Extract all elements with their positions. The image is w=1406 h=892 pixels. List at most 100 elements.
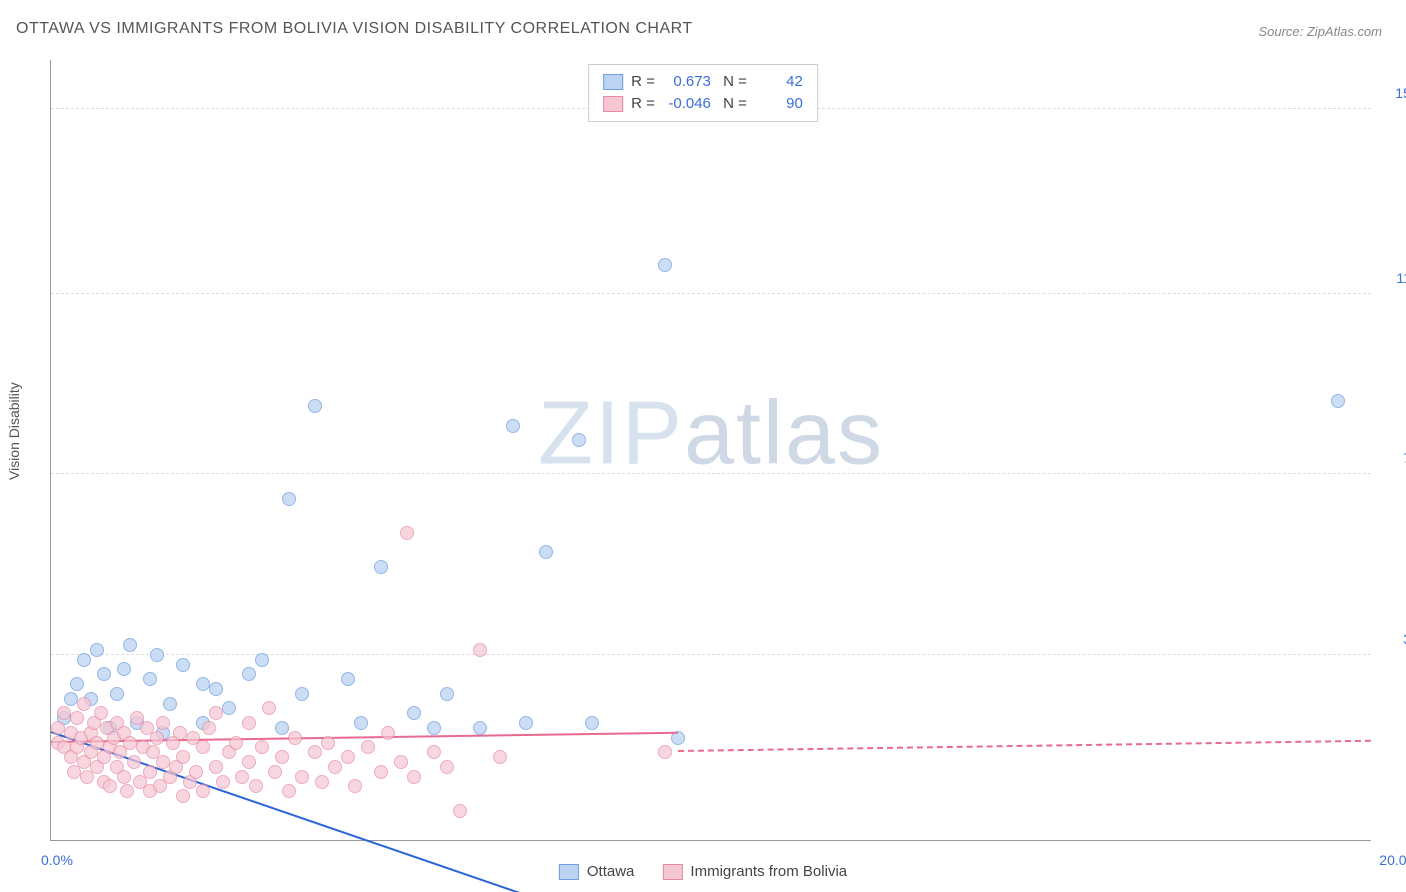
data-point (242, 755, 256, 769)
data-point (51, 721, 65, 735)
data-point (658, 258, 672, 272)
data-point (120, 784, 134, 798)
data-point (282, 784, 296, 798)
data-point (585, 716, 599, 730)
data-point (473, 643, 487, 657)
watermark-atlas: atlas (684, 384, 884, 484)
data-point (361, 740, 375, 754)
data-point (173, 726, 187, 740)
data-point (440, 760, 454, 774)
data-point (572, 433, 586, 447)
data-point (123, 736, 137, 750)
data-point (150, 648, 164, 662)
data-point (328, 760, 342, 774)
data-point (163, 697, 177, 711)
n-value-ottawa: 42 (755, 71, 803, 93)
scatter-plot: ZIPatlas 0.0% 20.0% 3.8%7.5%11.2%15.0% (50, 60, 1371, 841)
data-point (506, 419, 520, 433)
legend-swatch-ottawa (559, 864, 579, 880)
data-point (427, 721, 441, 735)
data-point (295, 687, 309, 701)
y-tick-label: 7.5% (1379, 450, 1406, 466)
data-point (222, 701, 236, 715)
data-point (196, 677, 210, 691)
data-point (117, 662, 131, 676)
data-point (1331, 394, 1345, 408)
data-point (143, 765, 157, 779)
source-credit: Source: ZipAtlas.com (1258, 24, 1382, 39)
data-point (97, 667, 111, 681)
gridline (51, 473, 1371, 474)
data-point (209, 760, 223, 774)
n-value-bolivia: 90 (755, 93, 803, 115)
data-point (150, 731, 164, 745)
data-point (242, 667, 256, 681)
data-point (196, 740, 210, 754)
legend-label-ottawa: Ottawa (587, 863, 635, 880)
stats-legend-box: R = 0.673 N = 42 R = -0.046 N = 90 (588, 64, 818, 122)
data-point (70, 711, 84, 725)
watermark: ZIPatlas (538, 383, 884, 486)
data-point (90, 643, 104, 657)
y-axis-label: Vision Disability (6, 382, 22, 480)
data-point (315, 775, 329, 789)
data-point (242, 716, 256, 730)
data-point (117, 770, 131, 784)
data-point (249, 779, 263, 793)
data-point (123, 638, 137, 652)
data-point (110, 687, 124, 701)
data-point (90, 736, 104, 750)
r-value-bolivia: -0.046 (663, 93, 711, 115)
data-point (394, 755, 408, 769)
data-point (156, 716, 170, 730)
data-point (229, 736, 243, 750)
data-point (321, 736, 335, 750)
data-point (407, 770, 421, 784)
data-point (209, 682, 223, 696)
x-tick-max: 20.0% (1379, 852, 1406, 868)
data-point (473, 721, 487, 735)
data-point (374, 765, 388, 779)
data-point (282, 492, 296, 506)
legend-label-bolivia: Immigrants from Bolivia (690, 863, 847, 880)
x-tick-min: 0.0% (41, 852, 73, 868)
data-point (453, 804, 467, 818)
swatch-bolivia (603, 96, 623, 112)
data-point (341, 750, 355, 764)
chart-title: OTTAWA VS IMMIGRANTS FROM BOLIVIA VISION… (16, 20, 693, 38)
data-point (275, 750, 289, 764)
n-label: N = (719, 71, 747, 93)
data-point (539, 545, 553, 559)
data-point (94, 706, 108, 720)
data-point (216, 775, 230, 789)
trend-line (678, 740, 1371, 752)
data-point (427, 745, 441, 759)
legend-bottom: Ottawa Immigrants from Bolivia (559, 863, 847, 880)
data-point (519, 716, 533, 730)
data-point (77, 653, 91, 667)
data-point (295, 770, 309, 784)
data-point (176, 658, 190, 672)
data-point (262, 701, 276, 715)
legend-item-ottawa: Ottawa (559, 863, 635, 880)
data-point (348, 779, 362, 793)
n-label: N = (719, 93, 747, 115)
data-point (374, 560, 388, 574)
data-point (127, 755, 141, 769)
data-point (255, 653, 269, 667)
data-point (275, 721, 289, 735)
data-point (235, 770, 249, 784)
data-point (196, 784, 210, 798)
data-point (255, 740, 269, 754)
y-tick-label: 3.8% (1379, 631, 1406, 647)
r-value-ottawa: 0.673 (663, 71, 711, 93)
r-label: R = (631, 71, 655, 93)
legend-item-bolivia: Immigrants from Bolivia (662, 863, 847, 880)
y-tick-label: 15.0% (1379, 85, 1406, 101)
watermark-zip: ZIP (538, 384, 684, 484)
data-point (103, 779, 117, 793)
data-point (77, 697, 91, 711)
data-point (176, 750, 190, 764)
data-point (143, 672, 157, 686)
swatch-ottawa (603, 74, 623, 90)
